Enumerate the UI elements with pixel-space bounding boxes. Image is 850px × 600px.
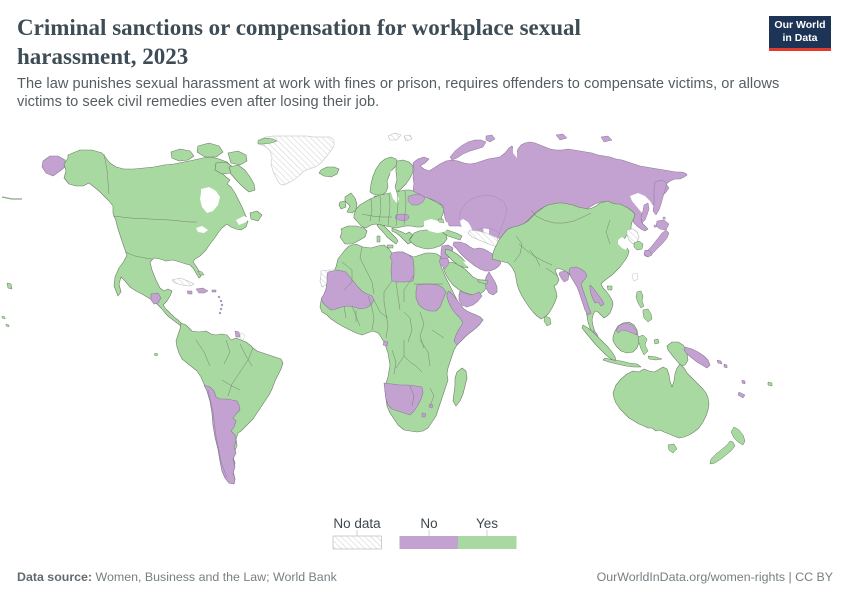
svg-text:No data: No data: [333, 516, 381, 531]
svg-text:No: No: [420, 516, 437, 531]
svg-text:Yes: Yes: [476, 516, 498, 531]
